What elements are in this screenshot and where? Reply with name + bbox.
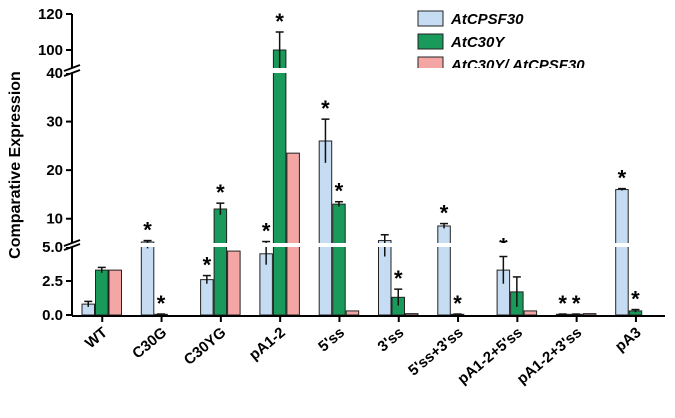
significance-star: * — [572, 291, 581, 316]
y-tick-label: 30 — [46, 114, 63, 131]
bar — [227, 250, 241, 316]
bar — [318, 140, 333, 316]
bar — [140, 241, 155, 316]
bar — [286, 152, 300, 316]
x-tick-label: pA3 — [612, 324, 645, 355]
axis-break-gap — [64, 243, 664, 247]
legend-label: AtC30Y — [450, 34, 506, 51]
bar — [272, 49, 287, 316]
x-tick-label: C30G — [129, 324, 170, 362]
significance-star: * — [275, 9, 284, 34]
x-tick-label: 5'ss — [315, 324, 348, 355]
legend-label: AtCPSF30 — [450, 11, 524, 28]
y-tick-label: 2.5 — [42, 273, 63, 290]
x-tick-label: WT — [82, 324, 111, 352]
legend-swatch — [417, 10, 444, 27]
x-tick-label: pA1-2+3'ss — [514, 324, 585, 388]
significance-star: * — [631, 287, 640, 312]
significance-star: * — [440, 201, 449, 226]
legend-swatch — [417, 33, 444, 50]
bars-group: **************** — [81, 9, 643, 316]
significance-star: * — [394, 266, 403, 291]
bar — [523, 310, 538, 316]
x-tick-label: C30YG — [181, 324, 230, 369]
bar — [405, 313, 419, 316]
y-tick-label: 20 — [46, 162, 63, 179]
axis-break-mark — [63, 239, 81, 247]
significance-star: * — [157, 291, 166, 316]
significance-star: * — [558, 291, 567, 316]
axis-break-mark — [63, 69, 81, 77]
bar — [437, 225, 451, 316]
significance-star: * — [143, 218, 152, 243]
significance-star: * — [321, 96, 330, 121]
y-tick-label: 10 — [46, 211, 63, 228]
significance-star: * — [453, 291, 462, 316]
bar — [200, 279, 214, 316]
bar — [213, 208, 228, 316]
axis-break-gap — [64, 68, 664, 73]
x-tick-label: 3'ss — [374, 324, 407, 355]
significance-star: * — [216, 180, 225, 205]
significance-star: * — [618, 166, 627, 191]
bar — [615, 189, 629, 316]
significance-star: * — [203, 253, 212, 278]
axis-break-mark — [63, 64, 81, 72]
y-tick-label: 0.0 — [42, 307, 63, 324]
y-tick-label: 120 — [38, 6, 63, 23]
bar — [95, 269, 109, 316]
axis-break-mark — [63, 243, 81, 251]
significance-star: * — [335, 179, 344, 204]
x-tick-label: pA1-2+5'ss — [454, 324, 525, 388]
bar — [345, 310, 360, 316]
bar — [108, 269, 122, 316]
y-tick-label: 5.0 — [42, 239, 63, 256]
x-tick-label: pA1-2 — [246, 324, 289, 364]
y-axis-title: Comparative Expression — [7, 71, 24, 259]
y-tick-label: 40 — [46, 65, 63, 82]
significance-star: * — [262, 219, 271, 244]
y-tick-label: 100 — [38, 42, 63, 59]
bar — [582, 313, 597, 316]
bar — [332, 203, 346, 316]
